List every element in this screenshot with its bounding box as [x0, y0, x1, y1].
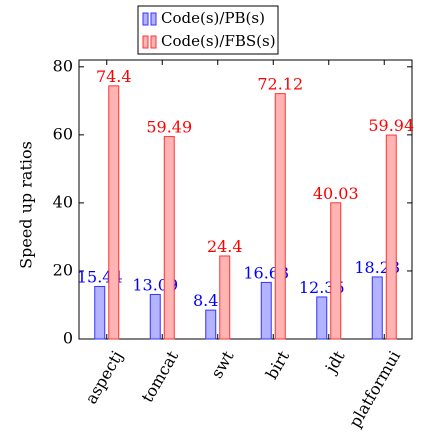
data-label-fbs-birt: 72.12 [257, 75, 303, 94]
bar-pb-platformui [371, 276, 383, 340]
legend-swatch [150, 12, 157, 26]
x-tick-label-tomcat: tomcat [138, 347, 183, 406]
bar-pb-swt [205, 309, 217, 340]
bar-fbs-aspectj [108, 85, 120, 340]
y-tick-label: 80 [53, 56, 73, 75]
bar-pb-birt [260, 281, 272, 340]
bar-fbs-swt [219, 255, 231, 340]
bar-fbs-platformui [385, 134, 397, 340]
y-tick-label: 20 [53, 260, 73, 279]
legend-swatch [150, 35, 157, 49]
bar-pb-aspectj [94, 285, 106, 340]
y-axis-label: Speed up ratios [17, 141, 36, 269]
data-label-fbs-jdt: 40.03 [313, 184, 359, 203]
legend-swatch [142, 12, 149, 26]
y-tick-label: 0 [63, 329, 73, 348]
bar-pb-jdt [316, 296, 328, 340]
legend-label-pb: Code(s)/PB(s) [161, 9, 265, 27]
y-tick-label: 60 [53, 124, 73, 143]
x-tick-label-jdt: jdt [320, 347, 349, 377]
y-tick-label: 40 [53, 192, 73, 211]
legend: Code(s)/PB(s) Code(s)/FBS(s) [137, 5, 279, 55]
x-tick-label-platformui: platformui [345, 348, 404, 431]
bar-fbs-tomcat [163, 136, 175, 340]
data-label-fbs-swt: 24.4 [207, 237, 243, 256]
bar-pb-tomcat [149, 293, 161, 340]
x-tick-label-swt: swt [207, 347, 238, 382]
legend-box [137, 5, 279, 55]
legend-label-fbs: Code(s)/FBS(s) [161, 32, 276, 50]
x-tick-label-birt: birt [262, 347, 293, 382]
bar-fbs-birt [274, 93, 286, 340]
axis-frame [78, 59, 413, 340]
x-tick-label-aspectj: aspectj [81, 348, 126, 408]
legend-swatch [142, 35, 149, 49]
plot-area: 02040608015.4474.4aspectj13.0959.49tomca… [53, 56, 415, 430]
data-label-fbs-aspectj: 74.4 [96, 67, 132, 86]
data-label-fbs-tomcat: 59.49 [146, 118, 192, 137]
bar-fbs-jdt [330, 202, 342, 340]
data-label-fbs-platformui: 59.94 [368, 116, 414, 135]
